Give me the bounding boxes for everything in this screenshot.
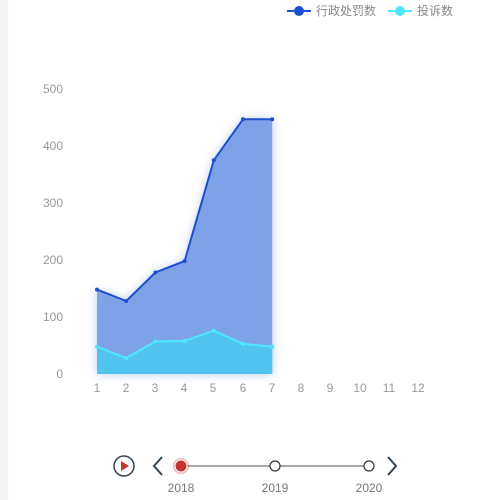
legend-swatch-penalty (294, 6, 304, 16)
x-tick-label: 5 (210, 381, 217, 395)
legend-label-complaint: 投诉数 (417, 3, 453, 18)
play-icon (121, 461, 129, 471)
series-penalty-point[interactable] (270, 117, 275, 122)
play-button[interactable] (113, 455, 135, 477)
series-penalty-point[interactable] (182, 259, 187, 264)
timeline-label-2020: 2020 (356, 481, 383, 495)
y-axis: 0 100 200 300 400 500 (43, 82, 63, 381)
timeline: 2018 2019 2020 (113, 455, 398, 495)
series-penalty-area (97, 119, 273, 374)
x-tick-label: 1 (94, 381, 101, 395)
left-edge-strip (0, 0, 8, 500)
x-tick-label: 2 (123, 381, 130, 395)
x-tick-label: 10 (353, 381, 367, 395)
x-tick-label: 3 (152, 381, 159, 395)
y-tick-label: 200 (43, 253, 63, 267)
x-tick-label: 6 (240, 381, 247, 395)
series-penalty-point[interactable] (153, 270, 158, 275)
series-complaint-point[interactable] (95, 344, 99, 349)
series-complaint (95, 328, 275, 374)
timeline-point-2018[interactable] (173, 458, 189, 474)
x-tick-label: 9 (327, 381, 334, 395)
y-tick-label: 500 (43, 82, 63, 96)
series-penalty-point[interactable] (124, 299, 129, 304)
x-tick-label: 4 (181, 381, 188, 395)
timeline-point-2020[interactable] (363, 460, 375, 472)
series-penalty-point[interactable] (241, 117, 245, 122)
timeline-label-2018: 2018 (168, 481, 195, 495)
legend-item-penalty[interactable]: 行政处罚数 (287, 3, 376, 18)
x-tick-label: 11 (383, 381, 396, 395)
chevron-left-icon[interactable] (152, 456, 163, 476)
timeline-label-2019: 2019 (262, 481, 289, 495)
series-penalty-point[interactable] (95, 287, 99, 292)
series-complaint-point[interactable] (241, 341, 245, 346)
x-tick-label: 12 (411, 381, 425, 395)
timeline-current-point (174, 459, 188, 473)
legend-item-complaint[interactable]: 投诉数 (388, 3, 453, 18)
x-tick-label: 8 (298, 381, 305, 395)
y-tick-label: 0 (56, 367, 63, 381)
timeline-point-2019[interactable] (269, 460, 281, 472)
series-penalty (95, 117, 275, 374)
series-penalty-point[interactable] (211, 158, 216, 163)
series-complaint-point[interactable] (153, 339, 158, 344)
chevron-right-icon[interactable] (387, 456, 398, 476)
y-tick-label: 300 (43, 196, 63, 210)
legend-swatch-complaint (395, 6, 405, 16)
legend-label-penalty: 行政处罚数 (316, 3, 376, 18)
y-tick-label: 100 (43, 310, 63, 324)
series-complaint-point[interactable] (124, 356, 129, 361)
x-tick-label: 7 (269, 381, 276, 395)
series-complaint-point[interactable] (211, 328, 216, 333)
x-axis: 1 2 3 4 5 6 7 8 9 10 11 12 (94, 381, 425, 395)
y-tick-label: 400 (43, 139, 63, 153)
series-complaint-area (97, 330, 273, 374)
series-complaint-point[interactable] (182, 338, 187, 343)
legend: 行政处罚数 投诉数 (287, 3, 453, 18)
series-complaint-point[interactable] (270, 344, 275, 349)
